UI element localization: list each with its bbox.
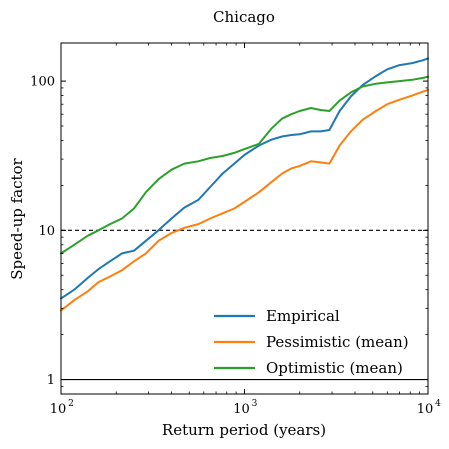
y-tick-label: 10 <box>38 224 55 239</box>
y-tick-label: 100 <box>30 75 55 90</box>
legend-label-3: Optimistic (mean) <box>266 359 403 377</box>
legend: Empirical Pessimistic (mean) Optimistic (m… <box>214 307 409 377</box>
x-tick-label-base: 10 <box>50 402 67 417</box>
x-tick-label-exponent: 4 <box>435 399 441 409</box>
x-tick-label: 10 2 <box>50 399 74 417</box>
x-tick-label-base: 10 <box>233 402 250 417</box>
x-tick-label-exponent: 2 <box>68 399 74 409</box>
legend-label-2: Pessimistic (mean) <box>266 333 409 351</box>
legend-label-1: Empirical <box>266 307 340 325</box>
x-tick-label: 10 4 <box>417 399 441 417</box>
chart-title: Chicago <box>213 8 275 26</box>
y-tick-label: 1 <box>47 373 55 388</box>
series-line-1 <box>60 57 429 300</box>
series-line-3 <box>60 75 429 255</box>
x-tick-label-base: 10 <box>417 402 434 417</box>
y-axis-label: Speed-up factor <box>8 157 26 279</box>
x-tick-label-exponent: 3 <box>252 399 258 409</box>
x-tick-label: 10 3 <box>233 399 257 417</box>
x-axis-label: Return period (years) <box>162 421 326 439</box>
series-line-2 <box>60 89 429 312</box>
